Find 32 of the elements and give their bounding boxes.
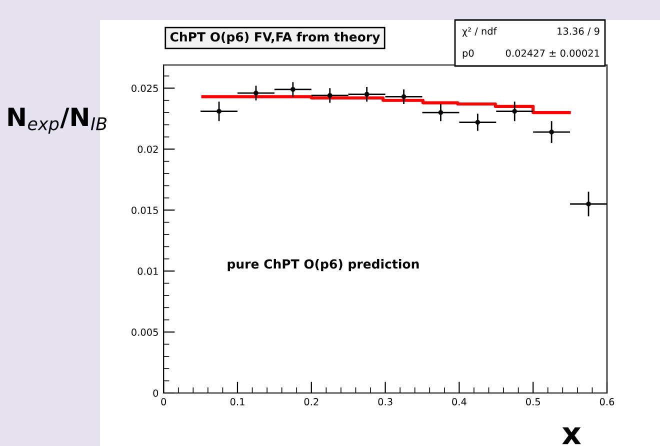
x-tick-label: 0.4 [452,398,466,406]
x-tick-label: 0.5 [526,398,540,406]
y-tick-label: 0.025 [132,84,158,92]
point [475,120,480,125]
point [438,110,444,115]
y-tick-label: 0.01 [138,268,158,275]
text: 0.02427 ± 0.00021 [506,49,600,57]
x-axis-title: x [562,427,581,444]
text: p0 [462,49,474,59]
y-axis-title: N$_{exp}$/N$_{IB}$ [8,108,107,134]
point [254,90,258,96]
y-tick-label: 0.005 [132,328,158,336]
point [401,94,406,100]
text: χ² / ndf [462,27,497,37]
y-tick-label: 0.015 [132,206,158,214]
chart-title: ChPT O(p6) FV,FA from theory [170,32,380,44]
x-tick-label: 0 [161,398,166,406]
point [512,108,518,114]
point [364,92,370,97]
y-tick-label: 0.02 [138,146,158,153]
point [549,130,554,134]
text: 13.36 / 9 [558,27,600,36]
point [290,86,296,92]
annotation: pure ChPT O(p6) prediction [228,259,419,272]
x-tick-label: 0.3 [378,398,392,406]
point [327,93,332,98]
point [586,202,591,206]
x-tick-label: 0.1 [230,398,244,406]
point [216,108,222,114]
x-tick-label: 0.2 [304,398,318,406]
x-tick-label: 0.6 [600,398,614,406]
y-tick-label: 0 [153,389,158,397]
